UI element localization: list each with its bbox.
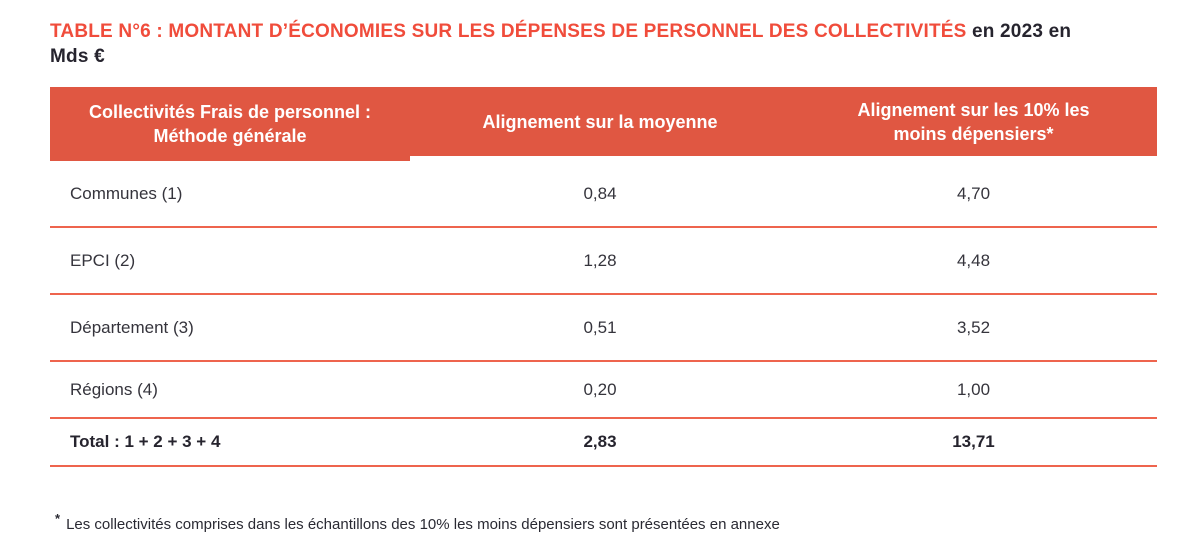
header-cell-depensiers: Alignement sur les 10% les moins dépensi… (790, 87, 1157, 162)
header-depensiers-line1: Alignement sur les 10% les (857, 99, 1090, 120)
header-cell-moyenne: Alignement sur la moyenne (410, 87, 790, 162)
row-label: Communes (1) (70, 183, 183, 203)
value-depensiers: 1,00 (956, 379, 991, 399)
value-depensiers: 3,52 (956, 317, 991, 337)
total-label: Total : 1 + 2 + 3 + 4 (70, 432, 221, 452)
economies-table: Collectivités Frais de personnel : Métho… (50, 87, 1157, 468)
row-label: Département (3) (70, 317, 194, 337)
header-cell-collectivites: Collectivités Frais de personnel : Métho… (50, 87, 410, 161)
table-row-communes: Communes (1) 0,84 4,70 (50, 161, 1157, 229)
value-moyenne: 0,84 (583, 183, 617, 203)
header-depensiers-line2: moins dépensiers* (893, 123, 1054, 144)
row-label: Régions (4) (70, 379, 158, 399)
table-row-epci: EPCI (2) 1,28 4,48 (50, 228, 1157, 296)
row-label: EPCI (2) (70, 250, 136, 270)
total-value-depensiers: 13,71 (952, 432, 995, 452)
table-header-row: Collectivités Frais de personnel : Métho… (50, 87, 1157, 162)
footnote-asterisk: * (55, 511, 61, 527)
header-collectivites-line1: Collectivités Frais de personnel : (88, 102, 372, 123)
table-row-total: Total : 1 + 2 + 3 + 4 2,83 13,71 (50, 419, 1157, 468)
page-container: TABLE N°6 : MONTANT D’ÉCONOMIES SUR LES … (50, 20, 1157, 548)
header-collectivites-line2: Méthode générale (153, 126, 307, 147)
value-depensiers: 4,70 (956, 183, 991, 203)
footnote: * Les collectivités comprises dans les éc… (50, 511, 1157, 533)
table-row-regions: Régions (4) 0,20 1,00 (50, 362, 1157, 420)
title-highlight: TABLE N°6 : MONTANT D’ÉCONOMIES SUR LES … (50, 21, 967, 42)
table-row-departement: Département (3) 0,51 3,52 (50, 295, 1157, 363)
value-moyenne: 0,20 (583, 379, 617, 399)
footnote-text: Les collectivités comprises dans les éch… (66, 516, 780, 534)
total-value-moyenne: 2,83 (583, 432, 617, 452)
value-depensiers: 4,48 (956, 250, 991, 270)
header-moyenne-label: Alignement sur la moyenne (482, 111, 718, 132)
title-suffix-line2: Mds € (50, 45, 105, 67)
title-suffix-line1: en 2023 en (971, 21, 1072, 42)
value-moyenne: 1,28 (583, 250, 617, 270)
page-title: TABLE N°6 : MONTANT D’ÉCONOMIES SUR LES … (50, 20, 1157, 69)
value-moyenne: 0,51 (583, 317, 617, 337)
